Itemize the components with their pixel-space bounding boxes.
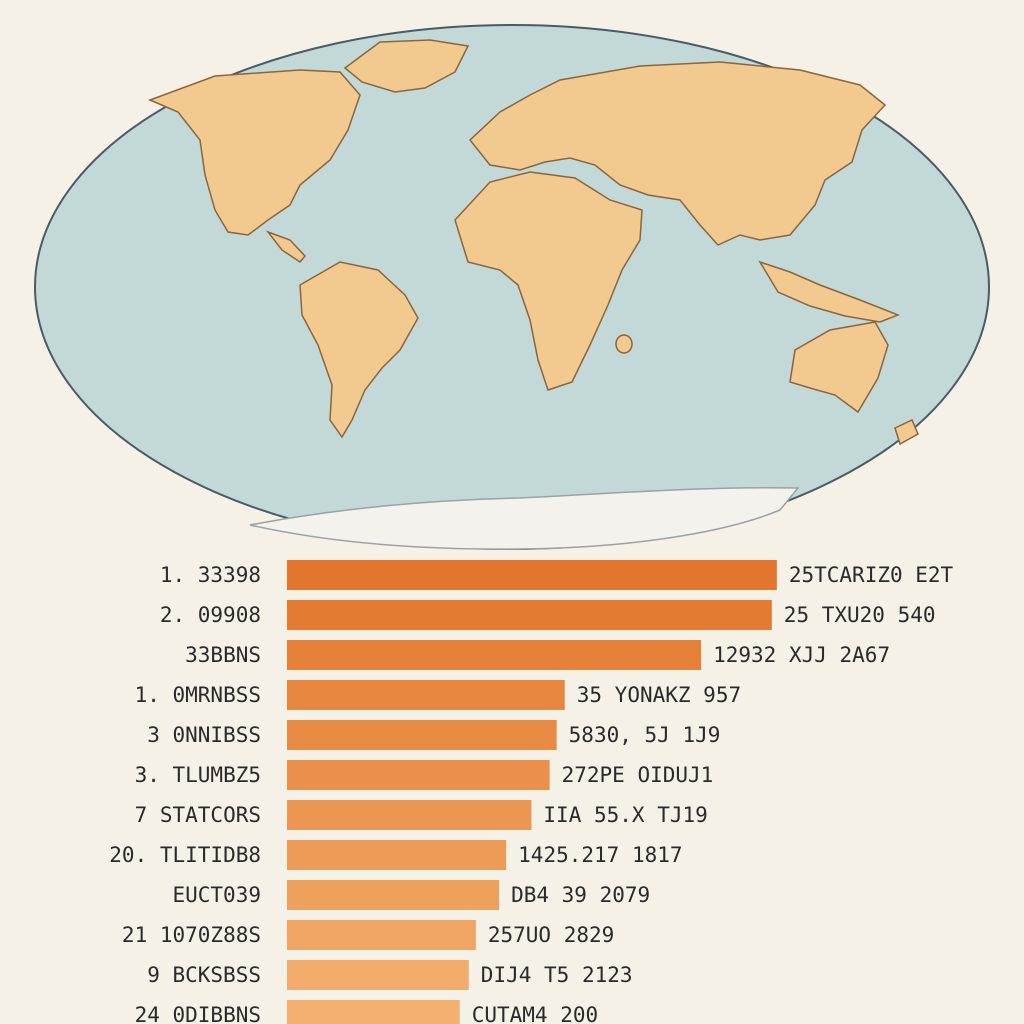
bar-12: [287, 1000, 460, 1024]
value-label: 1425.217 1817: [518, 843, 682, 867]
category-label: 24 0DIBBNS: [135, 1003, 261, 1024]
bar-7: [287, 800, 532, 830]
world-map: [34, 24, 990, 550]
value-label: 12932 XJJ 2A67: [713, 643, 890, 667]
bar-2: [287, 600, 772, 630]
bar-11: [287, 960, 469, 990]
map-greenland: [343, 39, 470, 93]
map-madagascar: [615, 334, 633, 354]
value-label: 25TCARIZ0 E2T: [789, 563, 954, 587]
bar-1: [287, 560, 777, 590]
category-label: 3 0NNIBSS: [147, 723, 261, 747]
bar-10: [287, 920, 476, 950]
map-new-zealand: [894, 418, 919, 446]
map-southeast-asia-islands: [758, 260, 901, 323]
category-label: EUCT039: [172, 883, 261, 907]
category-label: 2. 09908: [160, 603, 261, 627]
bar-9: [287, 880, 500, 910]
bar-5: [287, 720, 557, 750]
category-label: 21 1070Z88S: [122, 923, 261, 947]
map-antarctica: [249, 486, 800, 550]
map-central-america: [265, 230, 307, 263]
map-eurasia: [468, 61, 887, 246]
value-label: DB4 39 2079: [511, 883, 650, 907]
bar-3: [287, 640, 702, 670]
category-label: 20. TLITIDB8: [109, 843, 261, 867]
value-label: 257UO 2829: [488, 923, 614, 947]
category-label: 9 BCKSBSS: [147, 963, 261, 987]
category-label: 1. 33398: [160, 563, 261, 587]
category-label: 3. TLUMBZ5: [135, 763, 261, 787]
value-label: 272PE OIDUJ1: [562, 763, 714, 787]
bar-6: [287, 760, 550, 790]
value-label: DIJ4 T5 2123: [481, 963, 633, 987]
map-australia: [789, 321, 889, 414]
map-north-america: [147, 69, 361, 236]
category-label: 1. 0MRNBSS: [135, 683, 261, 707]
map-africa: [454, 171, 643, 391]
category-label: 33BBNS: [185, 643, 261, 667]
value-label: 5830, 5J 1J9: [569, 723, 721, 747]
value-label: 25 TXU20 540: [784, 603, 936, 627]
value-label: IIA 55.X TJ19: [543, 803, 707, 827]
map-south-america: [299, 261, 419, 439]
bar-4: [287, 680, 565, 710]
value-label: 35 YONAKZ 957: [577, 683, 741, 707]
value-label: CUTAM4 200: [472, 1003, 598, 1024]
bar-8: [287, 840, 507, 870]
category-label: 7 STATCORS: [135, 803, 261, 827]
